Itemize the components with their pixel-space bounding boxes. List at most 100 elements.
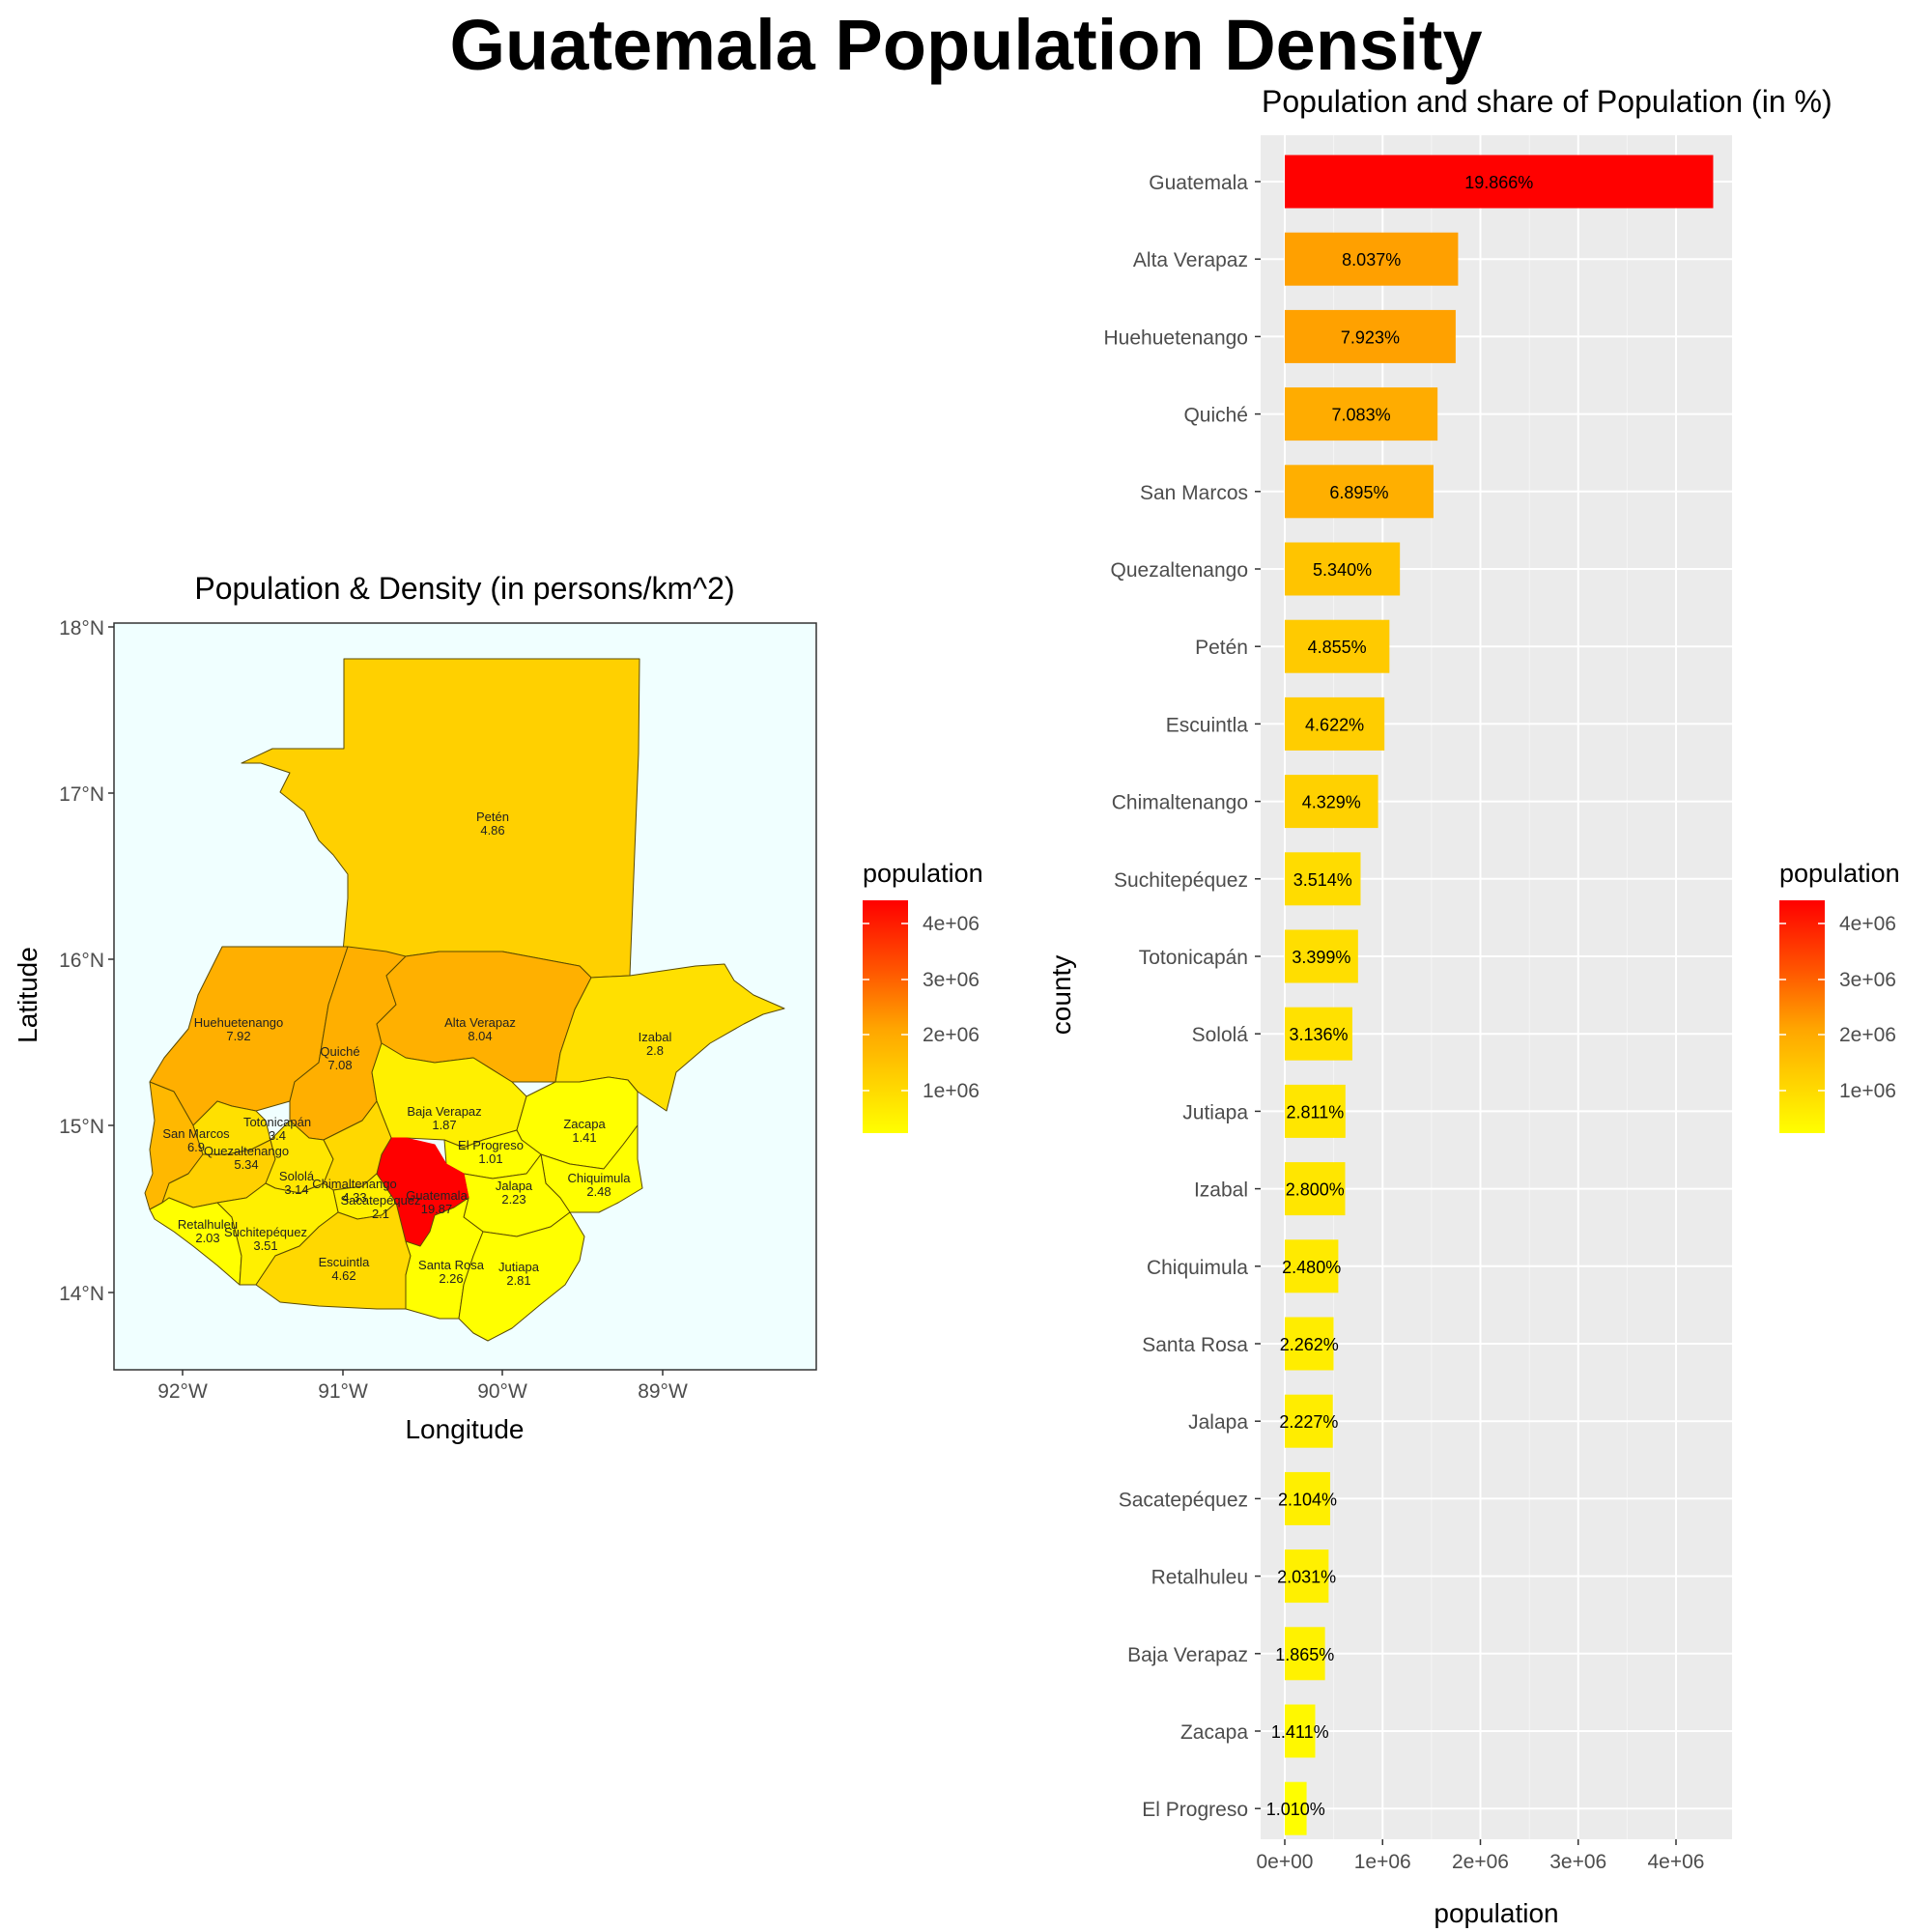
region-label-escuintla: Escuintla [319, 1255, 371, 1269]
page-title: Guatemala Population Density [449, 5, 1483, 85]
bar-x-axis-title: population [1434, 1898, 1558, 1928]
bar-x-tick-label: 1e+06 [1354, 1851, 1411, 1873]
map-y-tick-label: 17°N [59, 783, 104, 806]
bar-y-tick-label: Escuintla [1166, 714, 1249, 736]
map-legend: population 4e+06 3e+06 2e+06 1e+06 [863, 859, 983, 1133]
bar-data-label: 6.895% [1329, 483, 1388, 502]
region-density-chiquimula: 2.48 [586, 1184, 611, 1199]
region-density-escuintla: 4.62 [331, 1268, 355, 1283]
map-x-tick-label: 90°W [477, 1380, 527, 1403]
region-label-totonicapan: Totonicapán [243, 1115, 311, 1129]
region-density-quezaltenango: 5.34 [234, 1157, 258, 1172]
bar [1285, 696, 1385, 751]
bar [1285, 1084, 1346, 1138]
map-legend-tick: 2e+06 [923, 1024, 980, 1046]
bar-legend-title: population [1779, 859, 1900, 888]
bar-y-tick-label: San Marcos [1140, 482, 1248, 504]
bar-y-tick-label: Sacatepéquez [1119, 1489, 1248, 1511]
bar-y-tick-label: Quiché [1183, 405, 1248, 427]
region-label-el-progreso: El Progreso [458, 1138, 524, 1152]
bar-legend-tick: 2e+06 [1839, 1024, 1896, 1046]
bar-data-label: 4.622% [1305, 715, 1364, 734]
bar-data-label: 4.855% [1308, 638, 1367, 657]
bar-data-label: 1.865% [1275, 1645, 1334, 1664]
bar [1285, 1239, 1339, 1293]
region-label-alta-verapaz: Alta Verapaz [444, 1015, 516, 1030]
bar-x-tick-label: 4e+06 [1648, 1851, 1705, 1873]
map-x-tick-label: 89°W [638, 1380, 688, 1403]
bar-data-label: 2.800% [1286, 1180, 1345, 1200]
bar-y-tick-label: Chimaltenango [1112, 792, 1248, 814]
map-legend-tick: 4e+06 [923, 913, 980, 935]
region-label-quiche: Quiché [320, 1044, 359, 1059]
region-label-baja-verapaz: Baja Verapaz [407, 1104, 481, 1119]
bar-data-label: 2.031% [1277, 1568, 1336, 1587]
bar [1285, 1627, 1325, 1681]
bar [1285, 775, 1378, 829]
bar-legend: population 4e+06 3e+06 2e+06 1e+06 [1779, 859, 1900, 1133]
bar-data-label: 5.340% [1313, 560, 1372, 580]
bar [1285, 309, 1456, 363]
map-legend-tick: 3e+06 [923, 969, 980, 991]
bar-x-tick-label: 2e+06 [1452, 1851, 1509, 1873]
bar [1285, 1471, 1330, 1525]
region-label-jutiapa: Jutiapa [498, 1260, 540, 1274]
bar-legend-tick: 1e+06 [1839, 1080, 1896, 1102]
bar-data-label: 2.104% [1278, 1490, 1337, 1509]
bar-y-tick-label: Jutiapa [1182, 1101, 1248, 1123]
region-label-santa-rosa: Santa Rosa [418, 1258, 485, 1272]
map-x-tick-label: 91°W [318, 1380, 368, 1403]
region-label-san-marcos: San Marcos [162, 1126, 230, 1141]
region-label-zacapa: Zacapa [563, 1117, 606, 1131]
map-legend-colorbar [863, 900, 908, 1133]
bar [1285, 1007, 1352, 1061]
bar-value-labels: 19.866% 8.037% 7.923% 7.083% 6.895% 5.340% 4.8… [1266, 173, 1534, 1819]
region-label-izabal: Izabal [639, 1030, 672, 1044]
map-panel: Population & Density (in persons/km^2) [13, 571, 817, 1444]
region-density-totonicapan: 3.4 [269, 1128, 286, 1143]
bar-data-label: 3.514% [1293, 870, 1352, 890]
map-x-tick-label: 92°W [157, 1380, 208, 1403]
map-y-tick-label: 18°N [59, 617, 104, 639]
region-density-sacatepequez: 2.1 [372, 1207, 389, 1221]
region-label-retalhuleu: Retalhuleu [178, 1217, 238, 1232]
map-y-tick-label: 14°N [59, 1283, 104, 1305]
bar-data-label: 8.037% [1342, 250, 1401, 270]
bar-y-tick-label: Petén [1195, 637, 1248, 659]
bar-y-tick-label: Santa Rosa [1142, 1334, 1248, 1356]
bar-y-tick-label: Retalhuleu [1151, 1567, 1248, 1589]
bar-y-tick-label: Chiquimula [1147, 1257, 1248, 1279]
bar [1285, 155, 1714, 209]
bar-data-label: 19.866% [1464, 173, 1533, 192]
region-chimaltenango [323, 1100, 392, 1191]
region-density-zacapa: 1.41 [572, 1130, 596, 1145]
bar-data-label: 2.811% [1287, 1102, 1345, 1122]
bar-y-tick-label: Huehuetenango [1104, 327, 1248, 349]
region-escuintla [255, 1202, 412, 1310]
bar-x-tick-label: 3e+06 [1549, 1851, 1606, 1873]
region-label-jalapa: Jalapa [496, 1179, 533, 1193]
bar [1285, 1781, 1307, 1835]
bar [1285, 1317, 1334, 1371]
bar [1285, 1394, 1333, 1448]
bar-y-tick-label: Jalapa [1188, 1411, 1248, 1434]
bar-x-tick-label: 0e+00 [1257, 1851, 1314, 1873]
region-label-chiquimula: Chiquimula [567, 1171, 631, 1185]
bar-series [1285, 155, 1714, 1835]
map-title: Population & Density (in persons/km^2) [194, 571, 734, 606]
bar [1285, 1704, 1316, 1758]
bar-y-tick-label: Izabal [1194, 1179, 1248, 1202]
bar-data-label: 3.136% [1289, 1025, 1348, 1044]
region-density-huehuetenango: 7.92 [226, 1029, 250, 1043]
bar-data-label: 2.262% [1280, 1335, 1339, 1354]
region-label-huehuetenango: Huehuetenango [194, 1015, 284, 1030]
region-density-chimaltenango: 4.33 [342, 1190, 366, 1205]
region-density-solola: 3.14 [284, 1182, 308, 1197]
bar-legend-tick: 3e+06 [1839, 969, 1896, 991]
map-x-axis-title: Longitude [405, 1414, 524, 1444]
bar [1285, 387, 1438, 441]
region-jutiapa [458, 1211, 585, 1342]
bar-y-tick-label: Quezaltenango [1111, 559, 1248, 582]
bar-y-tick-label: Alta Verapaz [1133, 249, 1248, 271]
bar-data-label: 7.923% [1341, 327, 1400, 347]
